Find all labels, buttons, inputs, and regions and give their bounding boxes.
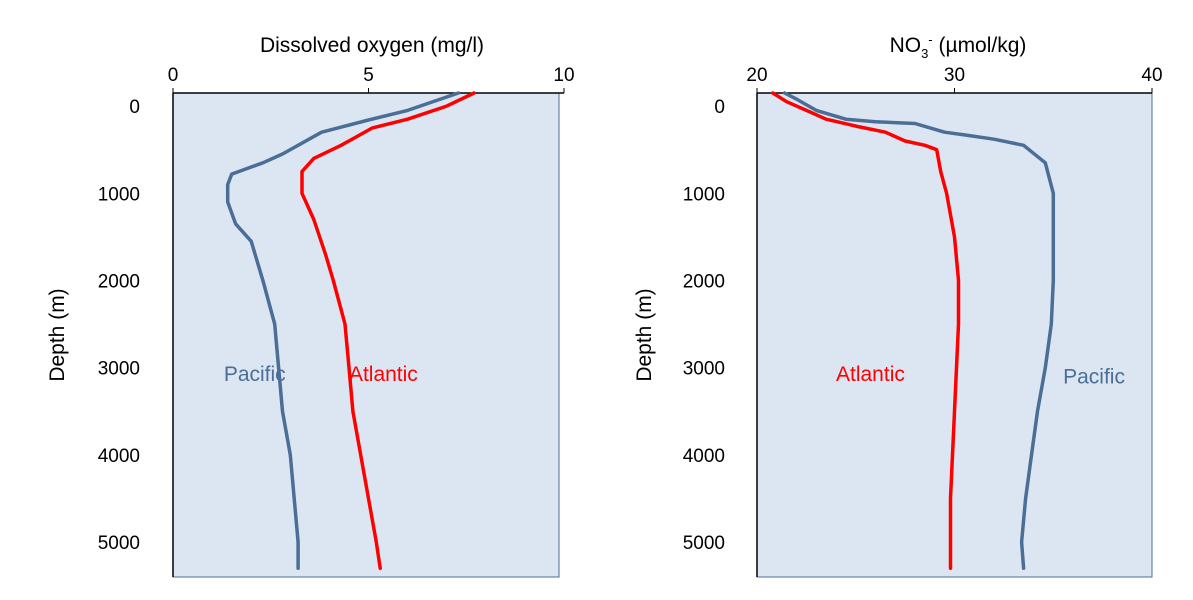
oxygen-x-axis-title: Dissolved oxygen (mg/l) xyxy=(260,34,484,57)
oxygen-y-tick-label: 4000 xyxy=(98,446,140,467)
nitrate-x-tick-label: 20 xyxy=(746,65,767,86)
oxygen-pacific-label: Pacific xyxy=(224,363,286,386)
oxygen-x-tick-label: 10 xyxy=(553,65,574,86)
oxygen-atlantic-line xyxy=(300,91,476,571)
nitrate-x-tick-label: 30 xyxy=(944,65,965,86)
oxygen-plot-area xyxy=(172,92,560,578)
nitrate-x-tick-label: 40 xyxy=(1141,65,1162,86)
oxygen-pacific-line xyxy=(225,91,461,571)
nitrate-y-tick-label: 0 xyxy=(714,97,725,118)
nitrate-panel: NO3- (µmol/kg) Depth (m) 20 30 40 0 1000 200… xyxy=(633,32,1163,578)
nitrate-atlantic-label: Atlantic xyxy=(836,363,905,386)
nitrate-y-tick-label: 1000 xyxy=(683,184,725,205)
nitrate-y-tick-label: 3000 xyxy=(683,359,725,380)
oxygen-x-tick-label: 0 xyxy=(168,65,179,86)
oxygen-panel: Dissolved oxygen (mg/l) Depth (m) 0 5 10 0… xyxy=(46,34,575,578)
oxygen-y-tick-label: 2000 xyxy=(98,271,140,292)
nitrate-x-axis-title: NO3- (µmol/kg) xyxy=(890,32,1027,61)
nitrate-pacific-line xyxy=(782,91,1056,571)
oxygen-y-tick-label: 1000 xyxy=(98,184,140,205)
oxygen-y-tick-label: 0 xyxy=(129,97,140,118)
nitrate-y-tick-label: 4000 xyxy=(683,446,725,467)
oxygen-atlantic-label: Atlantic xyxy=(349,363,418,386)
nitrate-plot-area xyxy=(756,92,1153,578)
nitrate-y-tick-label: 2000 xyxy=(683,271,725,292)
oxygen-y-tick-label: 3000 xyxy=(98,359,140,380)
nitrate-pacific-label: Pacific xyxy=(1063,365,1125,388)
nitrate-y-tick-label: 5000 xyxy=(683,533,725,554)
oxygen-y-axis-title: Depth (m) xyxy=(46,288,69,381)
nitrate-y-axis-title: Depth (m) xyxy=(633,288,656,381)
nitrate-atlantic-line xyxy=(771,91,961,571)
oxygen-x-tick-label: 5 xyxy=(363,65,374,86)
oxygen-y-tick-label: 5000 xyxy=(98,533,140,554)
